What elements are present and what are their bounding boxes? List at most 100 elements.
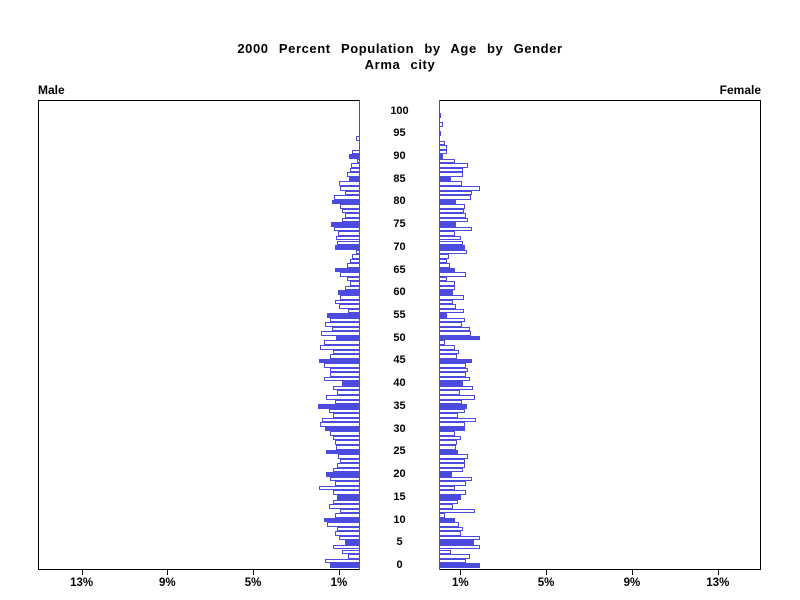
- bar-male-age-4: [332, 544, 361, 550]
- bar-male-age-43: [329, 367, 361, 373]
- bar-male-age-45: [318, 358, 361, 364]
- bar-female-age-62: [438, 281, 455, 286]
- bar-male-age-64: [339, 272, 361, 277]
- bar-female-age-45: [438, 358, 472, 364]
- bar-female-age-48: [438, 345, 456, 350]
- age-axis-label-55: 55: [393, 309, 406, 321]
- bar-male-age-28: [332, 435, 361, 441]
- bar-female-age-21: [438, 467, 463, 473]
- bar-female-age-41: [438, 376, 470, 382]
- male-zero-axis-line: [358, 100, 361, 570]
- bar-female-age-81: [438, 195, 472, 200]
- bar-male-age-1: [325, 558, 361, 564]
- age-axis-label-35: 35: [393, 399, 406, 412]
- bar-female-age-7: [438, 531, 461, 536]
- age-axis-label-50: 50: [393, 331, 406, 344]
- bar-female-age-2: [438, 554, 471, 559]
- bar-female-age-33: [438, 413, 458, 418]
- percent-tick-left-1: [338, 570, 340, 575]
- bar-female-age-84: [438, 181, 462, 186]
- bar-male-age-29: [330, 431, 361, 436]
- percent-tick-right-1: [460, 570, 462, 575]
- bar-female-age-10: [438, 517, 456, 523]
- bar-male-age-84: [338, 181, 361, 186]
- age-axis-label-75: 75: [393, 218, 406, 231]
- bar-female-age-1: [438, 558, 467, 564]
- age-axis-label-85: 85: [393, 172, 406, 185]
- bar-female-age-30: [438, 426, 466, 432]
- bar-female-age-34: [438, 408, 466, 414]
- bar-female-age-73: [438, 231, 456, 236]
- age-axis-label-25: 25: [393, 445, 406, 458]
- percent-tick-label-right-1: 1%: [451, 577, 469, 589]
- bar-female-age-71: [438, 240, 463, 246]
- age-axis-label-65: 65: [393, 263, 406, 276]
- bar-male-age-57: [338, 304, 361, 309]
- bar-female-age-37: [438, 395, 476, 400]
- bar-male-age-58: [335, 299, 361, 305]
- bar-male-age-9: [327, 522, 361, 527]
- bar-female-age-66: [438, 263, 451, 268]
- bar-female-age-54: [438, 317, 465, 323]
- bar-female-age-5: [438, 540, 474, 545]
- age-axis-label-80: 80: [393, 195, 406, 208]
- bar-female-age-9: [438, 522, 460, 527]
- bar-female-age-58: [438, 299, 453, 305]
- bar-male-age-80: [332, 199, 361, 205]
- bar-female-age-15: [438, 494, 461, 500]
- bar-male-age-59: [340, 295, 361, 300]
- age-axis-label-100: 100: [390, 104, 409, 117]
- bar-male-age-25: [326, 449, 361, 455]
- bar-male-age-60: [338, 290, 361, 296]
- bar-male-age-20: [326, 472, 361, 477]
- percent-tick-label-left-9: 9%: [158, 577, 176, 589]
- bar-female-age-44: [438, 363, 467, 368]
- bar-female-age-35: [438, 404, 467, 409]
- bar-male-age-30: [325, 426, 361, 432]
- age-axis-label-95: 95: [393, 127, 406, 140]
- bar-male-age-26: [335, 444, 361, 450]
- bar-female-age-4: [438, 544, 480, 550]
- bar-female-age-32: [438, 417, 477, 423]
- bar-male-age-46: [329, 354, 361, 359]
- bar-female-age-77: [438, 213, 466, 218]
- percent-tick-label-left-1: 1%: [330, 577, 348, 589]
- bar-male-age-81: [333, 195, 361, 200]
- percent-tick-right-5: [546, 570, 548, 575]
- bar-male-age-47: [332, 349, 361, 355]
- bar-male-age-44: [323, 363, 361, 368]
- bar-female-age-28: [438, 435, 461, 441]
- bar-male-age-21: [332, 467, 361, 473]
- male-panel-label: Male: [38, 83, 65, 97]
- bar-male-age-34: [329, 408, 361, 414]
- bar-female-age-14: [438, 499, 458, 505]
- bar-male-age-12: [340, 508, 361, 514]
- bar-female-age-47: [438, 349, 459, 355]
- bar-male-age-71: [337, 240, 361, 246]
- bar-female-age-74: [438, 226, 472, 232]
- bar-male-age-6: [338, 535, 361, 541]
- bar-male-age-52: [332, 326, 361, 332]
- bar-female-age-75: [438, 222, 456, 227]
- bar-female-age-40: [438, 381, 463, 386]
- bar-male-age-42: [329, 372, 361, 377]
- bar-female-age-85: [438, 176, 452, 182]
- age-axis-label-45: 45: [393, 354, 406, 367]
- bar-male-age-48: [320, 345, 361, 350]
- bar-female-age-60: [438, 290, 453, 296]
- bar-male-age-75: [331, 222, 361, 227]
- bar-male-age-83: [339, 185, 361, 191]
- bar-male-age-36: [334, 399, 361, 405]
- age-axis-label-40: 40: [393, 377, 406, 390]
- bar-male-age-14: [332, 499, 361, 505]
- bar-female-age-61: [438, 285, 456, 291]
- bar-female-age-31: [438, 422, 465, 427]
- bar-male-age-54: [330, 317, 361, 323]
- bar-male-age-50: [336, 335, 361, 341]
- bar-male-age-11: [334, 513, 361, 518]
- bar-female-age-64: [438, 272, 467, 277]
- bar-female-age-78: [438, 208, 464, 214]
- percent-tick-label-right-9: 9%: [623, 577, 641, 589]
- bar-male-age-18: [334, 481, 361, 486]
